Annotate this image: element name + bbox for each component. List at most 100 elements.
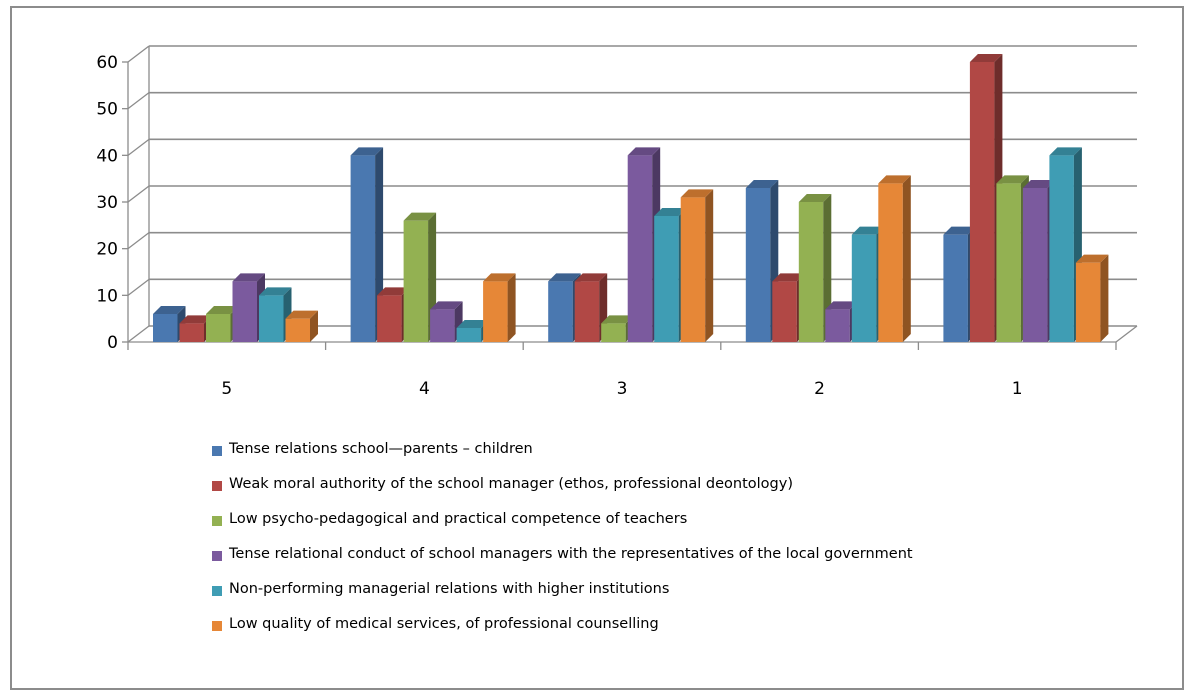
bar-top: [377, 287, 410, 296]
bars: [153, 54, 1109, 342]
floor-right-edge: [1115, 325, 1138, 343]
legend-item: Low quality of medical services, of prof…: [212, 615, 1172, 635]
bar-side: [1100, 254, 1109, 342]
bar-front: [153, 314, 178, 342]
bar-front: [548, 281, 573, 342]
x-tick-label: 2: [814, 379, 825, 399]
legend-swatch: [212, 621, 222, 631]
legend-label: Weak moral authority of the school manag…: [229, 476, 793, 492]
bar-front: [350, 155, 376, 342]
legend-label: Tense relations school—parents – childre…: [229, 441, 533, 457]
bar-top: [878, 175, 911, 184]
gridline-side: [127, 185, 150, 203]
gridline-side: [127, 325, 150, 343]
bar-top: [1049, 147, 1082, 156]
bar-side: [902, 175, 911, 342]
x-tick-label: 1: [1012, 379, 1023, 399]
bar-front: [1022, 188, 1048, 342]
bar-top: [285, 310, 318, 319]
bar-front: [232, 281, 257, 342]
bar: [878, 175, 911, 342]
legend: Tense relations school—parents – childre…: [212, 440, 1172, 650]
bar-front: [206, 314, 231, 342]
bar-side: [310, 310, 318, 342]
y-tick-label: 40: [96, 146, 118, 166]
bar-front: [574, 281, 600, 342]
bar-top: [430, 301, 463, 310]
bar-top: [456, 320, 490, 328]
bar: [1075, 254, 1109, 342]
bar-top: [206, 306, 239, 314]
bar: [430, 301, 463, 342]
y-tick-label: 10: [96, 286, 118, 306]
bar-front: [430, 309, 455, 342]
x-tick-label: 3: [617, 379, 628, 399]
bar-side: [705, 189, 714, 342]
bar-top: [483, 273, 516, 282]
gridline-side: [127, 138, 150, 156]
bar-top: [996, 175, 1029, 184]
gridline-side: [127, 92, 150, 110]
legend-label: Non-performing managerial relations with…: [229, 581, 670, 597]
bar-top: [772, 273, 805, 282]
legend-label: Low quality of medical services, of prof…: [229, 616, 659, 632]
bar-top: [627, 147, 661, 156]
bar-front: [601, 323, 626, 342]
bar-top: [259, 287, 292, 296]
bar-top: [574, 273, 608, 282]
y-tick-label: 20: [96, 240, 118, 260]
bar-top: [745, 180, 779, 188]
bar-front: [377, 295, 402, 342]
y-tick-label: 30: [96, 193, 118, 213]
bar-front: [627, 155, 653, 342]
legend-item: Low psycho-pedagogical and practical com…: [212, 510, 1172, 530]
bar-front: [969, 62, 995, 342]
bar-front: [878, 183, 903, 342]
bar-top: [232, 273, 265, 282]
bar-front: [745, 188, 771, 342]
legend-label: Tense relational conduct of school manag…: [229, 546, 913, 562]
bar-top: [1022, 180, 1056, 188]
bar-front: [456, 328, 482, 342]
bar-top: [851, 226, 885, 235]
bar: [350, 147, 384, 342]
bar-front: [403, 220, 429, 342]
bar-front: [285, 318, 310, 342]
legend-label: Low psycho-pedagogical and practical com…: [229, 511, 688, 527]
bar-top: [350, 147, 384, 156]
y-tick-label: 0: [107, 333, 118, 353]
bar-front: [772, 281, 797, 342]
bar: [285, 310, 318, 342]
legend-item: Weak moral authority of the school manag…: [212, 475, 1172, 495]
bar: [680, 189, 714, 342]
bar-top: [179, 315, 212, 324]
bar-front: [179, 323, 204, 342]
x-tick-label: 5: [221, 379, 232, 399]
bar-top: [798, 194, 832, 202]
legend-swatch: [212, 446, 222, 456]
y-tick-label: 50: [96, 100, 118, 120]
bar-front: [654, 216, 679, 342]
legend-swatch: [212, 516, 222, 526]
bar: [798, 194, 832, 342]
bar-front: [798, 202, 824, 342]
bar-top: [548, 273, 581, 282]
bar: [483, 273, 516, 342]
bar-top: [825, 301, 858, 310]
bar-top: [680, 189, 714, 198]
bar-front: [996, 183, 1021, 342]
bar-top: [403, 212, 437, 221]
bar-front: [851, 234, 877, 342]
x-tick-label: 4: [419, 379, 430, 399]
legend-item: Tense relations school—parents – childre…: [212, 440, 1172, 460]
bar-front: [680, 197, 706, 342]
axis-labels: 0 10 20 30 40 50 60 5 4 3 2 1: [96, 53, 1022, 399]
legend-item: Non-performing managerial relations with…: [212, 580, 1172, 600]
bar-front: [1075, 262, 1101, 342]
bar-top: [654, 208, 687, 216]
bar-front: [259, 295, 284, 342]
gridline-side: [127, 45, 150, 63]
bar-side: [507, 273, 516, 342]
bar-front: [1049, 155, 1074, 342]
